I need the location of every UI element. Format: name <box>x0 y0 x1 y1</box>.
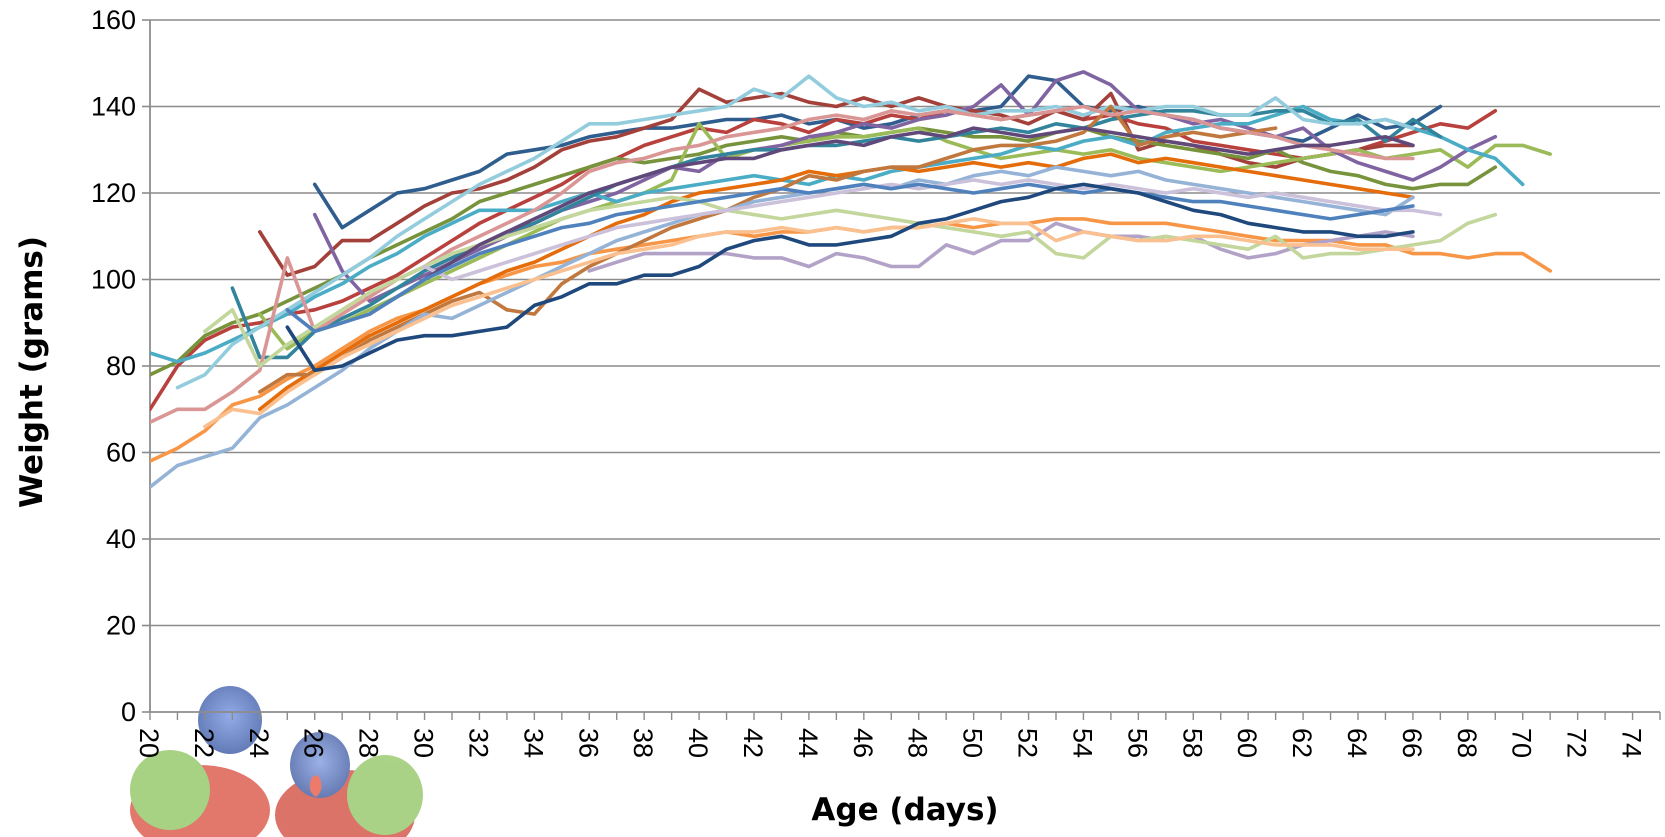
x-tick-label: 36 <box>573 728 603 758</box>
series-line-21 <box>285 182 1415 373</box>
y-tick-label: 20 <box>106 611 136 641</box>
x-tick-labels: 20 22 24 26 28 30 32 34 36 38 40 42 44 46 48 50 52 54 56 58… <box>134 728 1647 758</box>
lorikeet-photo-watermark <box>130 686 423 837</box>
x-tick-label: 68 <box>1452 728 1482 758</box>
x-tick-label: 64 <box>1342 728 1372 758</box>
y-tick-label: 0 <box>121 697 136 727</box>
series-line-15 <box>587 221 1415 273</box>
y-tick-labels: 0 20 40 60 80 100 120 140 160 <box>91 5 136 727</box>
x-tick-label: 56 <box>1122 728 1152 758</box>
y-tick-label: 160 <box>91 5 136 35</box>
x-tick-label: 20 <box>134 728 164 758</box>
x-tick-label: 42 <box>738 728 768 758</box>
x-tick-label: 26 <box>299 728 329 758</box>
y-tick-label: 120 <box>91 178 136 208</box>
x-tick-label: 28 <box>354 728 384 758</box>
y-tick-label: 60 <box>106 438 136 468</box>
y-tick-label: 140 <box>91 92 136 122</box>
axes <box>149 20 1661 720</box>
x-tick-label: 58 <box>1177 728 1207 758</box>
x-tick-label: 44 <box>793 728 823 758</box>
y-tick-label: 80 <box>106 351 136 381</box>
series-line-12 <box>257 104 1278 394</box>
y-tick-label: 40 <box>106 524 136 554</box>
x-tick-label: 32 <box>463 728 493 758</box>
y-axis-title: Weight (grams) <box>14 236 50 508</box>
series-line-11 <box>257 152 1415 412</box>
data-series <box>150 70 1552 489</box>
series-line-16 <box>203 195 1498 368</box>
x-tick-label: 24 <box>244 728 274 758</box>
x-tick-label: 54 <box>1067 728 1097 758</box>
x-tick-label: 46 <box>848 728 878 758</box>
x-tick-label: 22 <box>189 728 219 758</box>
series-line-2 <box>150 109 1498 412</box>
x-tick-label: 62 <box>1287 728 1317 758</box>
x-tick-label: 38 <box>628 728 658 758</box>
series-line-17 <box>203 217 1415 429</box>
x-tick-label: 48 <box>903 728 933 758</box>
series-line-9 <box>175 74 1415 390</box>
x-tick-label: 50 <box>958 728 988 758</box>
x-tick-label: 74 <box>1617 728 1647 758</box>
x-tick-label: 40 <box>683 728 713 758</box>
x-tick-label: 34 <box>518 728 548 758</box>
x-tick-label: 60 <box>1232 728 1262 758</box>
y-tick-label: 100 <box>91 265 136 295</box>
x-tick-label: 72 <box>1562 728 1592 758</box>
x-tick-label: 30 <box>409 728 439 758</box>
x-tick-label: 70 <box>1507 728 1537 758</box>
series-line-20 <box>285 182 1415 334</box>
x-axis-title: Age (days) <box>811 792 998 828</box>
x-tick-label: 52 <box>1013 728 1043 758</box>
x-tick-label: 66 <box>1397 728 1427 758</box>
series-line-13 <box>150 104 1415 425</box>
series-line-19 <box>367 126 1415 316</box>
